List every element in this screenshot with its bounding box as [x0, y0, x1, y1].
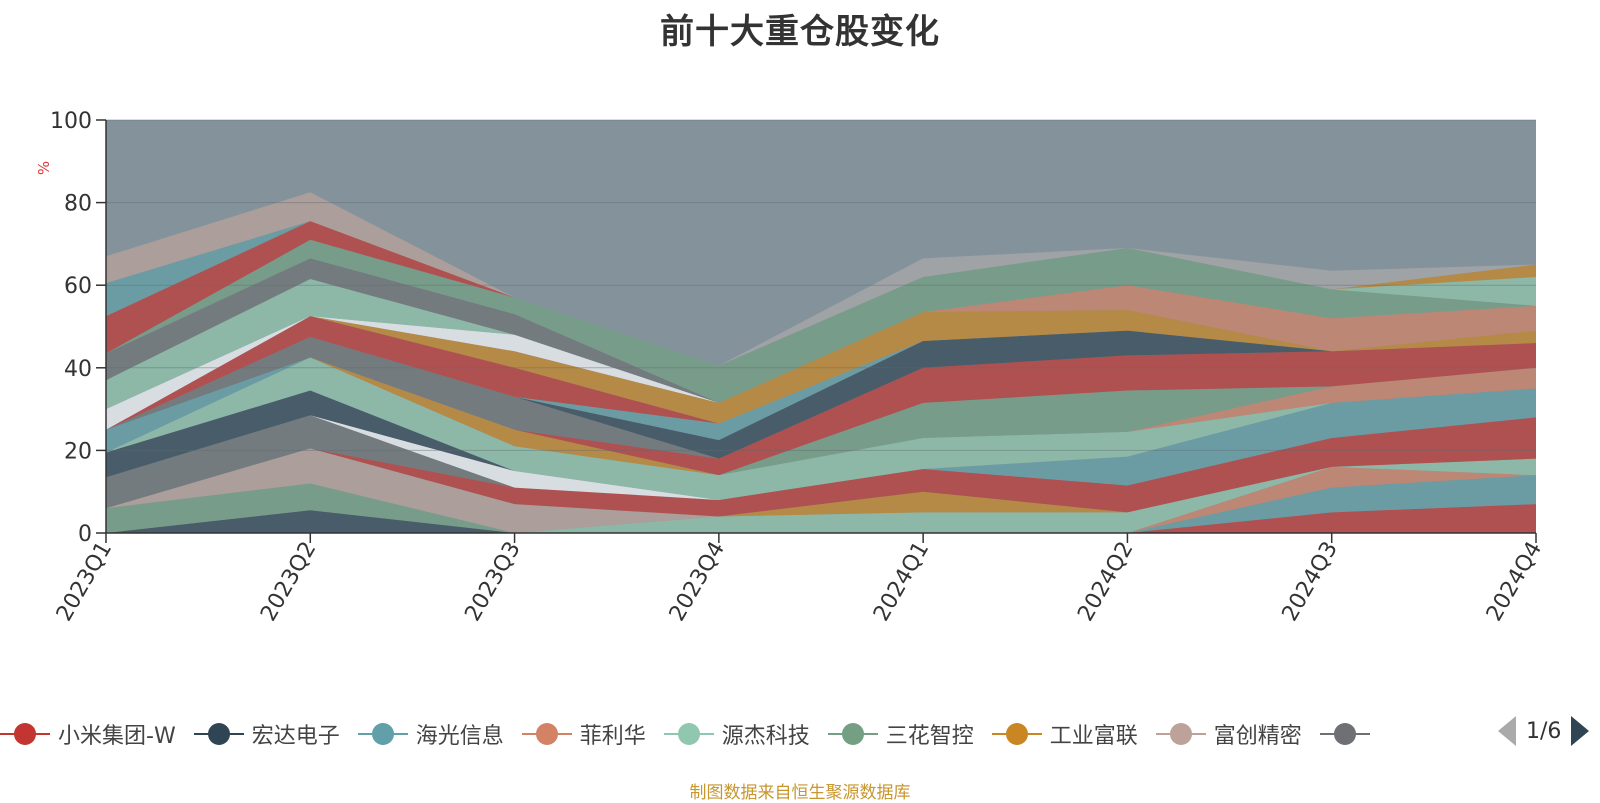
legend-item[interactable]: 宏达电子 [193, 718, 340, 750]
legend-item[interactable]: 三花智控 [827, 718, 974, 750]
area-band-1 [106, 504, 1536, 533]
legend-label: 源杰科技 [721, 724, 810, 749]
legend-marker-icon [0, 719, 50, 749]
legend-item[interactable] [1319, 719, 1378, 749]
x-tick-label: 2024Q2 [1073, 538, 1138, 626]
legend: 小米集团-W 宏达电子 海光信息 菲利华 源杰科技 三花智控 工业富联 富创精密 [0, 712, 1600, 756]
area-band-13 [106, 388, 1536, 500]
next-page-icon[interactable] [1571, 716, 1590, 746]
chart-title: 前十大重仓股变化 [660, 12, 940, 52]
legend-item[interactable]: 工业富联 [991, 718, 1138, 750]
legend-marker-icon [1319, 719, 1370, 749]
x-tick-label: 2023Q1 [52, 538, 117, 626]
area-band-3 [106, 466, 1536, 533]
legend-marker-icon [357, 719, 408, 749]
x-tick-label: 2023Q2 [256, 538, 321, 626]
area-band-9 [106, 417, 1536, 517]
legend-marker-icon [1155, 719, 1206, 749]
y-tick-label: 0 [78, 522, 92, 547]
x-tick-label: 2023Q3 [460, 538, 525, 626]
legend-marker-icon [663, 719, 714, 749]
area-band-14 [106, 357, 1536, 500]
legend-label: 小米集团-W [58, 724, 176, 749]
area-band-10 [106, 415, 1536, 509]
legend-label: 海光信息 [415, 724, 504, 749]
pager-text: 1/6 [1526, 718, 1562, 744]
area-band-17 [106, 357, 1536, 476]
y-axis-label: % [35, 161, 53, 175]
x-tick-label: 2024Q4 [1482, 538, 1547, 626]
area-band-19 [106, 343, 1536, 476]
legend-marker-icon [827, 719, 878, 749]
legend-marker-icon [521, 719, 572, 749]
legend-label: 三花智控 [885, 724, 974, 749]
area-band-21 [106, 330, 1536, 459]
legend-item[interactable]: 菲利华 [521, 718, 646, 750]
legend-item[interactable]: 源杰科技 [663, 718, 810, 750]
y-tick-label: 100 [50, 109, 92, 134]
y-tick-label: 60 [64, 274, 92, 299]
legend-label: 宏达电子 [251, 724, 340, 749]
area-band-25 [106, 309, 1536, 430]
area-band-22 [106, 330, 1536, 441]
area-band-27 [106, 279, 1536, 403]
legend-label: 富创精密 [1213, 724, 1302, 749]
legend-item[interactable]: 富创精密 [1155, 718, 1302, 750]
prev-page-icon[interactable] [1498, 716, 1516, 746]
area-band-24 [106, 309, 1536, 430]
legend-item[interactable]: 小米集团-W [0, 718, 176, 750]
area-band-7 [106, 448, 1536, 533]
legend-pager: 1/6 [1498, 716, 1590, 746]
source-note: 制图数据来自恒生聚源数据库 [689, 783, 911, 803]
legend-marker-icon [193, 719, 244, 749]
legend-marker-icon [991, 719, 1042, 749]
y-tick-label: 20 [64, 439, 92, 464]
x-tick-label: 2024Q3 [1278, 538, 1343, 626]
y-tick-label: 80 [64, 192, 92, 217]
legend-label: 工业富联 [1049, 724, 1138, 749]
x-tick-label: 2023Q4 [665, 538, 730, 626]
area-band-4 [106, 458, 1536, 533]
x-tick-label: 2024Q1 [869, 538, 934, 626]
legend-item[interactable]: 海光信息 [357, 718, 504, 750]
area-band-5 [106, 458, 1536, 533]
legend-label: 菲利华 [579, 724, 646, 749]
y-tick-label: 40 [64, 357, 92, 382]
